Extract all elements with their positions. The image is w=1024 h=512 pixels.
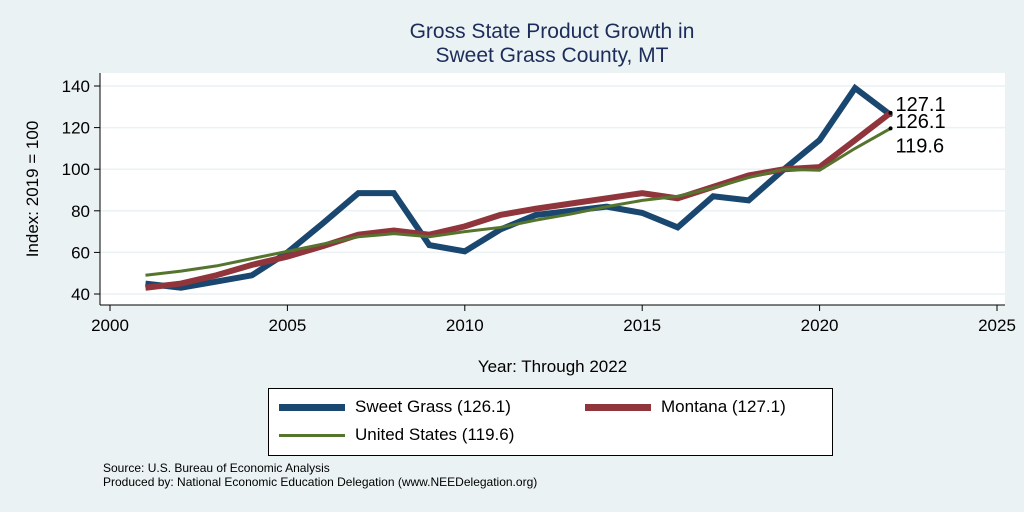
y-tick-label: 60 [71,243,90,262]
y-tick-label: 120 [62,119,90,138]
legend-label: Sweet Grass (126.1) [355,397,511,416]
legend-label: Montana (127.1) [661,397,786,416]
legend-swatch [279,433,345,437]
legend: Sweet Grass (126.1) Montana (127.1) Unit… [268,388,833,456]
produced-note: Produced by: National Economic Education… [103,475,538,489]
title-line-1: Gross State Product Growth in [409,20,695,43]
series-line-united-states [145,127,892,277]
source-note: Source: U.S. Bureau of Economic Analysis [103,461,330,475]
series-line-sweet-grass [145,83,893,291]
x-axis-label: Year: Through 2022 [478,357,627,376]
chart-title: Gross State Product Growth in Sweet Gras… [0,20,1024,68]
x-tick-label: 2020 [801,316,839,335]
y-tick-label: 100 [62,160,90,179]
x-tick-label: 2025 [978,316,1016,335]
legend-item-united-states: United States (119.6) [279,425,514,445]
title-line-2: Sweet Grass County, MT [435,44,669,67]
legend-item-montana: Montana (127.1) [585,397,786,417]
end-point [888,110,893,115]
end-label: 127.1 [896,94,946,116]
y-tick-label: 40 [71,285,90,304]
x-tick-label: 2005 [268,316,306,335]
legend-swatch [585,403,651,411]
legend-label: United States (119.6) [355,425,515,444]
legend-swatch [279,403,345,411]
x-tick-label: 2010 [446,316,484,335]
y-tick-label: 80 [71,202,90,221]
y-axis-label: Index: 2019 = 100 [23,121,42,258]
x-tick-label: 2000 [91,316,129,335]
x-tick-label: 2015 [623,316,661,335]
end-label: 119.6 [896,135,945,157]
y-tick-label: 140 [62,77,90,96]
end-point [888,126,893,131]
legend-item-sweet-grass: Sweet Grass (126.1) [279,397,511,417]
end-label: 126.1 [896,111,946,133]
